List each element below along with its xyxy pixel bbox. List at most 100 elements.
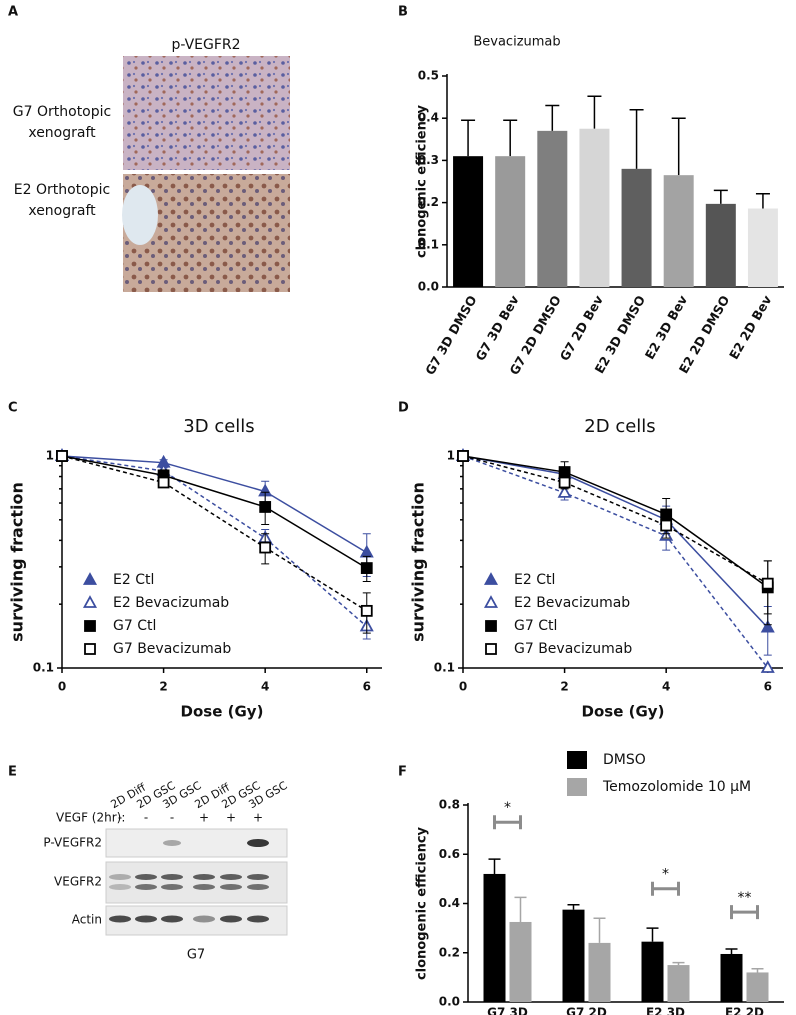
bar: [746, 972, 769, 1002]
treatment-sign: +: [226, 811, 236, 825]
x-tick-label: 0: [459, 680, 467, 694]
y-tick-label: 0.0: [439, 995, 460, 1009]
series-line: [462, 455, 769, 585]
x-tick-label: G7 2D Bev: [557, 293, 606, 364]
significance-bracket: [493, 815, 522, 830]
panel-letter: F: [398, 765, 407, 780]
band: [109, 884, 131, 890]
treatment-sign: +: [199, 811, 209, 825]
error-bar: [488, 858, 501, 874]
x-tick-label: E2 3D Bev: [642, 293, 691, 362]
marker: [359, 544, 374, 558]
error-bar: [671, 117, 686, 176]
band: [161, 915, 183, 923]
bar: [705, 203, 736, 287]
x-tick-label: 2: [560, 680, 568, 694]
blot-label: VEGFR2: [54, 875, 102, 889]
legend-marker: [84, 643, 96, 655]
error-bar: [545, 104, 560, 131]
x-axis-title: Dose (Gy): [181, 703, 264, 721]
row-label: xenograft: [28, 125, 96, 141]
panel-letter: B: [398, 5, 408, 20]
y-axis-title: surviving fraction: [8, 482, 27, 642]
error-bar: [672, 961, 685, 966]
error-bar: [755, 192, 770, 209]
bar: [509, 921, 532, 1002]
bar: [483, 873, 506, 1002]
marker: [557, 485, 572, 498]
band: [135, 884, 157, 890]
bar: [453, 156, 484, 287]
row-label: xenograft: [28, 203, 96, 219]
marker: [56, 450, 68, 462]
x-tick-label: G7 3D Bev: [472, 293, 521, 364]
series-line: [462, 455, 769, 589]
series-line: [462, 455, 769, 629]
y-tick-label: 0.8: [439, 798, 460, 812]
bar: [579, 128, 610, 287]
band: [247, 915, 269, 923]
marker: [259, 501, 272, 513]
error-bar: [629, 109, 644, 169]
y-tick-label: 0.3: [418, 153, 439, 167]
treatment-sign: +: [253, 811, 263, 825]
series-line: [61, 455, 368, 569]
y-tick-label: 0.2: [418, 195, 439, 209]
y-axis-title: clonogenic efficiency: [415, 826, 430, 980]
series-line: [462, 455, 769, 669]
marker: [558, 466, 571, 478]
bar: [641, 941, 664, 1002]
significance-label: *: [504, 800, 511, 816]
x-tick-label: 6: [764, 680, 772, 694]
series-line: [61, 455, 368, 612]
legend-label: G7 Bevacizumab: [113, 641, 231, 657]
marker: [761, 577, 774, 590]
marker: [457, 450, 469, 462]
error-bar: [461, 119, 476, 157]
significance-label: *: [662, 867, 669, 883]
panel-letter: C: [8, 401, 18, 416]
x-tick-label: 0: [58, 680, 66, 694]
y-tick-label: 0.4: [439, 896, 460, 910]
y-tick-label: 1: [46, 449, 54, 463]
bar: [562, 909, 585, 1002]
error-bar: [567, 903, 580, 910]
y-tick-label: 0.1: [33, 661, 54, 675]
x-tick-label: 2: [159, 680, 167, 694]
marker: [360, 562, 373, 574]
treatment-sign: -: [170, 811, 174, 825]
error-bar: [713, 189, 728, 204]
error-bar: [587, 95, 602, 129]
legend-label: G7 Bevacizumab: [514, 641, 632, 657]
y-tick-label: 0.1: [434, 661, 455, 675]
band: [193, 884, 215, 890]
bar: [588, 942, 611, 1002]
band: [193, 874, 215, 880]
legend-swatch: [567, 751, 587, 769]
bar: [663, 175, 694, 287]
legend-marker: [483, 595, 499, 608]
y-axis-title: clonogenic efficiency: [415, 104, 430, 258]
marker: [660, 519, 673, 532]
treatment-sign: -: [144, 811, 148, 825]
error-bar: [503, 119, 518, 157]
blot-label: Actin: [72, 913, 102, 927]
band: [193, 915, 215, 923]
y-tick-label: 0.2: [439, 945, 460, 959]
band: [220, 884, 242, 890]
y-tick-label: 0.0: [418, 280, 439, 294]
y-tick-label: 0.5: [418, 69, 439, 83]
cell-line: G7: [187, 948, 205, 963]
row-label: E2 Orthotopic: [14, 182, 110, 198]
x-tick-label: 6: [363, 680, 371, 694]
band: [109, 915, 131, 923]
legend-marker: [483, 572, 499, 585]
band: [109, 874, 131, 880]
chart-title: Bevacizumab: [473, 35, 560, 50]
y-axis-title: surviving fraction: [409, 482, 428, 642]
error-bar: [646, 927, 659, 942]
y-tick-label: 0.4: [418, 111, 439, 125]
band: [163, 840, 181, 846]
legend-label: E2 Ctl: [514, 572, 555, 588]
